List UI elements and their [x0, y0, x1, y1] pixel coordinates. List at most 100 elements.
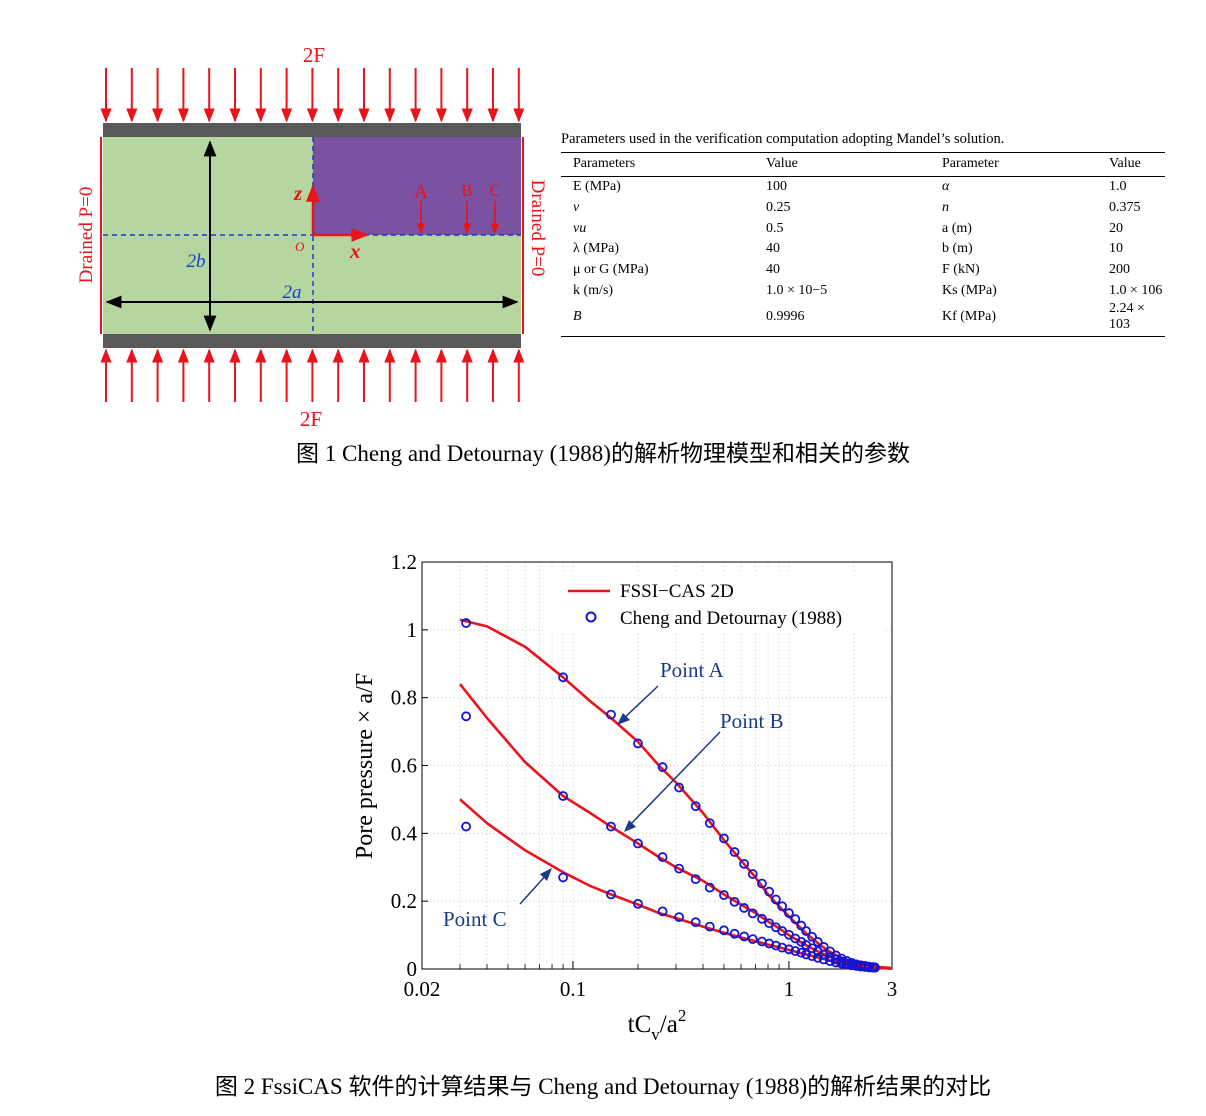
- y-tick-label: 0: [407, 957, 418, 981]
- pore-pressure-chart: 0.02 0.1 1 3 0 0.2 0.4 0.6 0.8 1 1.2 Pore pressure…: [352, 550, 898, 1044]
- figure2-caption: 图 2 FssiCAS 软件的计算结果与 Cheng and Detournay…: [214, 1074, 992, 1099]
- table-header: Value: [1097, 152, 1165, 177]
- table-caption: Parameters used in the verification comp…: [561, 131, 1005, 147]
- table-row: λ (MPa) 40 b (m) 10: [561, 239, 1165, 260]
- data-point: [864, 962, 874, 973]
- table-cell: 200: [1109, 262, 1130, 278]
- table-cell: 0.5: [766, 220, 784, 236]
- table-cell: 2.24 × 103: [1097, 301, 1165, 338]
- table-cell: α: [942, 179, 950, 195]
- data-point: [801, 926, 811, 936]
- data-point: [801, 949, 811, 960]
- data-point: [836, 958, 847, 969]
- x-tick-label: 1: [784, 977, 795, 1001]
- data-point: [747, 869, 758, 879]
- data-point: [606, 821, 616, 832]
- table-cell: 0.9996: [754, 301, 930, 338]
- point-c-label: C: [489, 181, 500, 200]
- annotation-arrowhead-a: [617, 713, 630, 725]
- table-cell: 0.25: [766, 200, 791, 216]
- bottom-load-label: 2F: [300, 407, 322, 431]
- data-point: [841, 959, 852, 970]
- data-point: [606, 889, 616, 900]
- data-point: [831, 957, 841, 968]
- x-tick-label: 0.02: [404, 977, 441, 1001]
- annotation-arrow-b: [626, 731, 721, 829]
- data-point: [796, 947, 807, 958]
- table-cell: Ks (MPa): [942, 282, 997, 298]
- table-header: Parameters: [561, 152, 754, 177]
- y-tick-label: 1: [407, 618, 418, 642]
- data-point: [770, 894, 781, 905]
- data-point: [812, 952, 823, 963]
- data-point: [633, 738, 643, 749]
- bottom-load-arrows: [100, 348, 525, 402]
- data-point: [739, 903, 750, 913]
- top-plate: [103, 123, 521, 137]
- table-cell: νu: [573, 220, 587, 236]
- data-point: [606, 709, 616, 720]
- origin-label: O: [295, 239, 305, 254]
- x-axis-label: tCv/a2: [628, 1006, 687, 1044]
- data-point: [777, 901, 788, 912]
- data-point: [812, 936, 823, 947]
- annotation-arrow-a: [619, 685, 659, 723]
- data-point: [764, 886, 775, 897]
- x-tick-label: 0.1: [560, 977, 586, 1001]
- table-cell: 40: [766, 241, 780, 257]
- data-point: [770, 940, 781, 951]
- annotation-arrowhead-c: [540, 868, 552, 881]
- table-cell: 10: [1109, 241, 1123, 257]
- height-dimension-label: 2b: [187, 251, 206, 272]
- data-point: [690, 917, 701, 928]
- data-point: [657, 906, 668, 917]
- data-point: [790, 946, 801, 956]
- top-load-arrows: [100, 68, 525, 123]
- series-points: [461, 618, 880, 973]
- right-boundary-label: Drained P=0: [527, 180, 548, 277]
- table-row: B 0.9996 Kf (MPa) 2.24 × 103: [561, 301, 1165, 338]
- data-point: [729, 896, 740, 907]
- data-point: [747, 934, 758, 945]
- y-tick-label: 0.2: [391, 889, 417, 913]
- data-point: [757, 878, 767, 889]
- data-point: [719, 833, 729, 844]
- data-point: [818, 954, 829, 965]
- annotation-arrow-c: [519, 872, 549, 905]
- data-point: [633, 898, 643, 909]
- annotation-point-b: Point B: [720, 709, 784, 733]
- x-tick-label: 3: [887, 977, 898, 1001]
- data-point: [729, 928, 740, 939]
- data-point: [558, 791, 568, 801]
- table-cell: B: [561, 301, 754, 338]
- table-cell: 40: [766, 262, 780, 278]
- table-cell: 20: [1109, 220, 1123, 236]
- table-cell: 0.375: [1109, 200, 1141, 216]
- x-axis-label: x: [349, 239, 361, 263]
- annotation-arrowhead-b: [624, 820, 636, 832]
- table-row: k (m/s) 1.0 × 10−5 Ks (MPa) 1.0 × 106: [561, 280, 1165, 301]
- legend-label-cheng: Cheng and Detournay (1988): [620, 608, 842, 629]
- data-point: [558, 872, 568, 883]
- data-point: [719, 890, 729, 900]
- data-point: [690, 801, 701, 812]
- data-point: [657, 762, 668, 773]
- data-point: [846, 960, 857, 971]
- point-b-label: B: [461, 181, 472, 200]
- data-point: [674, 912, 684, 923]
- table-row: μ or G (MPa) 40 F (kN) 200: [561, 260, 1165, 281]
- table-cell: λ (MPa): [573, 241, 620, 257]
- y-axis-label: Pore pressure × a/F: [352, 673, 378, 859]
- data-point: [747, 908, 758, 919]
- table-row: νu 0.5 a (m) 20: [561, 218, 1165, 239]
- figure1-caption: 图 1 Cheng and Detournay (1988)的解析物理模型和相关…: [296, 441, 910, 466]
- data-point: [674, 782, 684, 793]
- y-tick-label: 0.6: [391, 754, 417, 778]
- data-point: [796, 920, 807, 931]
- series-line-3: [459, 798, 893, 970]
- legend-circle-swatch: [585, 611, 597, 623]
- parameter-table: Parameters used in the verification comp…: [561, 131, 1165, 338]
- point-a-label: A: [414, 181, 429, 203]
- y-tick-label: 0.4: [391, 821, 418, 845]
- data-point: [461, 821, 471, 832]
